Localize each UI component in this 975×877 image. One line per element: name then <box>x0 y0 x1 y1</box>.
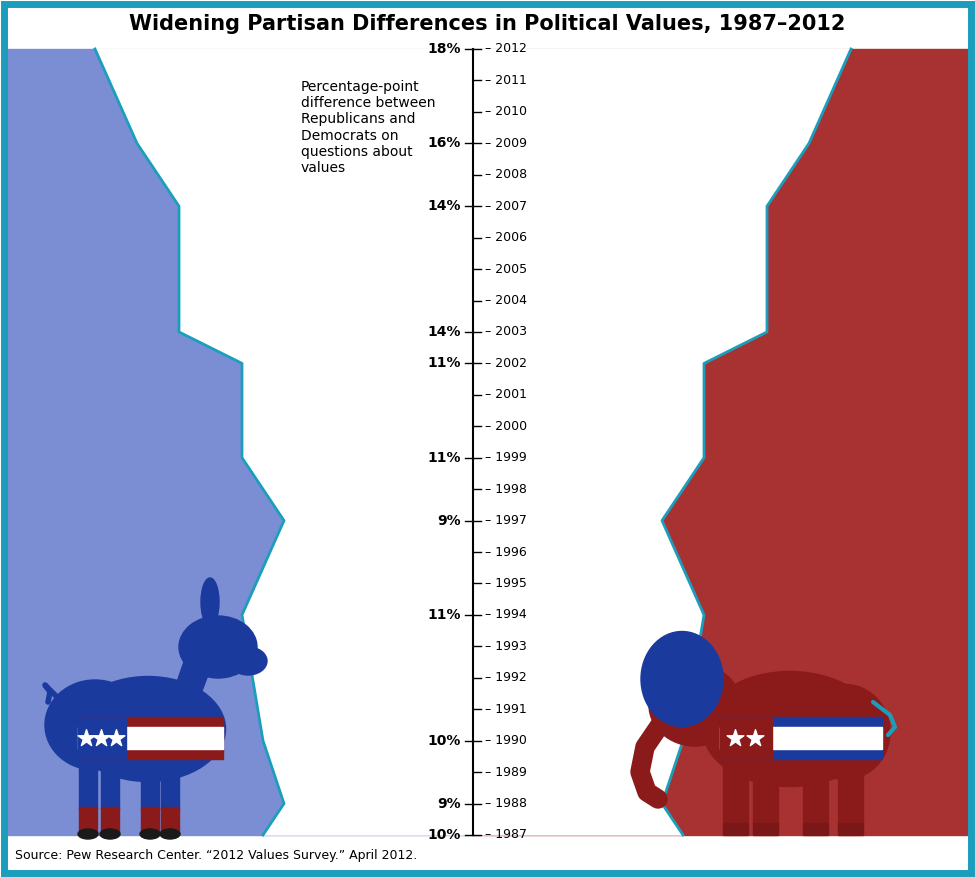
Ellipse shape <box>229 647 267 675</box>
Text: – 1988: – 1988 <box>485 797 527 810</box>
Text: – 1989: – 1989 <box>485 766 526 779</box>
Ellipse shape <box>649 664 741 746</box>
Text: – 2004: – 2004 <box>485 294 527 307</box>
Bar <box>101 807 119 835</box>
Text: – 1997: – 1997 <box>485 514 526 527</box>
Ellipse shape <box>703 672 878 787</box>
Bar <box>803 823 828 835</box>
Text: 11%: 11% <box>427 608 461 622</box>
Point <box>747 731 762 745</box>
Ellipse shape <box>78 829 98 839</box>
Bar <box>838 765 863 825</box>
Text: – 1990: – 1990 <box>485 734 526 747</box>
Point <box>131 731 146 745</box>
Text: – 1987: – 1987 <box>485 829 527 842</box>
Bar <box>141 807 159 835</box>
Bar <box>838 823 863 835</box>
Text: – 2006: – 2006 <box>485 232 527 244</box>
Text: – 1994: – 1994 <box>485 609 526 622</box>
Ellipse shape <box>160 829 180 839</box>
Point <box>108 731 124 745</box>
Text: – 2002: – 2002 <box>485 357 527 370</box>
Text: 9%: 9% <box>438 796 461 810</box>
Bar <box>78 717 223 759</box>
Point <box>150 731 166 745</box>
Text: – 2005: – 2005 <box>485 262 527 275</box>
Ellipse shape <box>641 631 723 726</box>
Bar <box>720 717 882 759</box>
Ellipse shape <box>45 680 145 770</box>
Bar <box>753 765 778 825</box>
Bar <box>141 754 159 809</box>
Text: – 1992: – 1992 <box>485 671 526 684</box>
Point <box>727 731 743 745</box>
Bar <box>723 765 748 825</box>
Text: – 1999: – 1999 <box>485 452 526 464</box>
Point <box>842 731 858 745</box>
Ellipse shape <box>201 578 219 626</box>
Text: Widening Partisan Differences in Political Values, 1987–2012: Widening Partisan Differences in Politic… <box>129 14 845 34</box>
Polygon shape <box>170 659 212 707</box>
Point <box>190 731 206 745</box>
Text: 18%: 18% <box>427 42 461 56</box>
Text: – 1998: – 1998 <box>485 482 526 496</box>
Text: – 2009: – 2009 <box>485 137 527 150</box>
Text: 11%: 11% <box>427 356 461 370</box>
Text: – 2003: – 2003 <box>485 325 527 339</box>
Text: Percentage-point
difference between
Republicans and
Democrats on
questions about: Percentage-point difference between Repu… <box>300 80 435 175</box>
Bar <box>720 727 882 749</box>
Bar <box>4 49 473 835</box>
Ellipse shape <box>179 616 257 678</box>
Text: 9%: 9% <box>438 514 461 528</box>
Bar <box>723 823 748 835</box>
Point <box>817 731 833 745</box>
Text: – 1991: – 1991 <box>485 702 526 716</box>
Ellipse shape <box>70 676 225 781</box>
Bar <box>161 754 179 809</box>
Bar <box>161 807 179 835</box>
Point <box>171 731 186 745</box>
Text: – 2010: – 2010 <box>485 105 527 118</box>
Point <box>78 731 94 745</box>
Bar <box>720 717 772 759</box>
Text: Source: Pew Research Center. “2012 Values Survey.” April 2012.: Source: Pew Research Center. “2012 Value… <box>15 849 417 861</box>
Bar <box>79 807 97 835</box>
Ellipse shape <box>800 685 890 780</box>
Polygon shape <box>95 49 851 835</box>
Text: 14%: 14% <box>427 199 461 213</box>
Ellipse shape <box>100 829 120 839</box>
Bar <box>803 765 828 825</box>
Text: – 2012: – 2012 <box>485 42 526 55</box>
Text: 10%: 10% <box>428 734 461 748</box>
Text: – 1993: – 1993 <box>485 640 526 652</box>
Text: 16%: 16% <box>428 136 461 150</box>
Point <box>793 731 808 745</box>
Text: – 1995: – 1995 <box>485 577 526 590</box>
Bar <box>78 727 223 749</box>
Text: – 2011: – 2011 <box>485 74 526 87</box>
Text: 10%: 10% <box>428 828 461 842</box>
Bar <box>473 49 971 835</box>
Text: – 2001: – 2001 <box>485 389 527 402</box>
Bar <box>753 823 778 835</box>
Text: – 2008: – 2008 <box>485 168 527 182</box>
Text: – 2007: – 2007 <box>485 200 527 213</box>
Text: – 2000: – 2000 <box>485 420 527 432</box>
Bar <box>78 717 126 759</box>
Text: – 1996: – 1996 <box>485 545 526 559</box>
Bar <box>79 754 97 809</box>
Text: 11%: 11% <box>427 451 461 465</box>
Text: 14%: 14% <box>427 325 461 339</box>
Bar <box>101 754 119 809</box>
Ellipse shape <box>140 829 160 839</box>
Point <box>94 731 109 745</box>
